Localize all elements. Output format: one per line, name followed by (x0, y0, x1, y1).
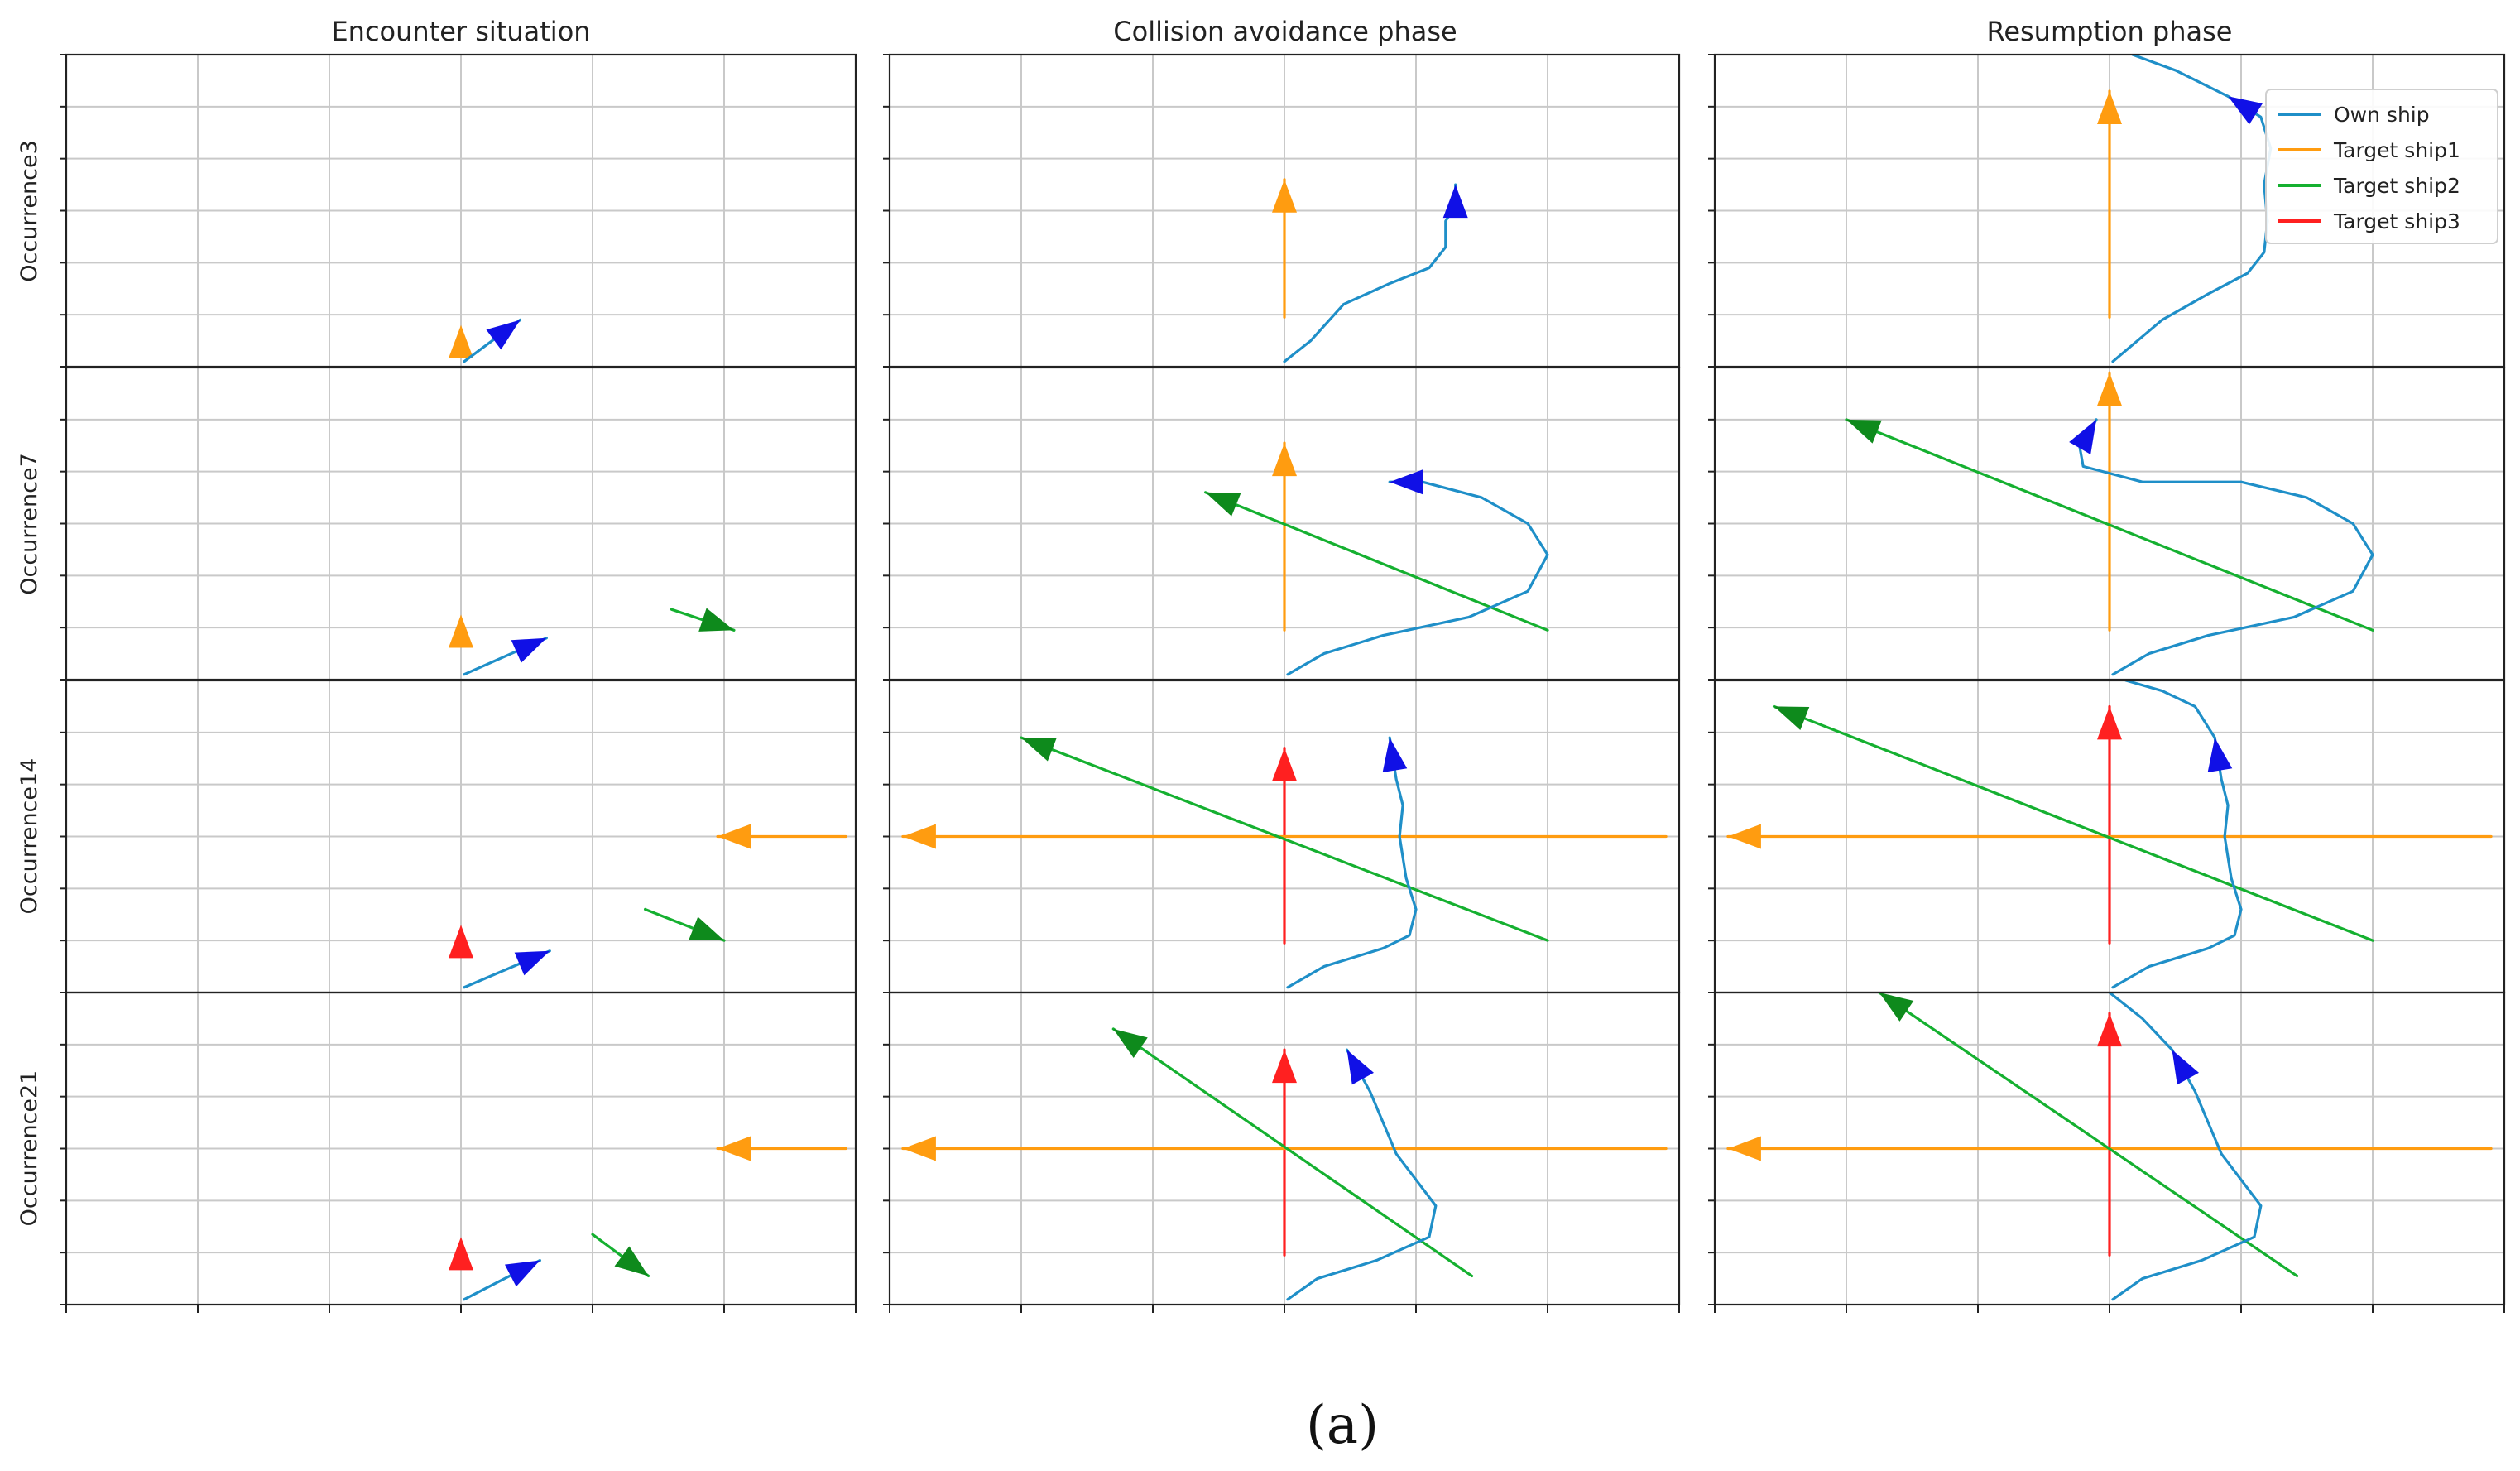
target-ship2-trajectory (1845, 418, 2374, 632)
legend-box (2265, 89, 2498, 244)
target-ship1-heading-arrow (449, 324, 473, 358)
series-group (1726, 680, 2493, 989)
own-ship-heading-arrow (1382, 738, 1408, 772)
panel-r3-c1 (883, 991, 1681, 1313)
series-group (1272, 178, 1468, 363)
target-ship1-heading-arrow (902, 824, 936, 849)
target-ship2-trajectory (1878, 993, 2299, 1278)
own-ship-trajectory (2111, 1048, 2263, 1301)
target-ship1-heading-arrow (1727, 1136, 1761, 1161)
own-ship-trajectory (2078, 418, 2374, 676)
own-ship-heading-arrow (2172, 1050, 2200, 1085)
series-group (449, 318, 522, 363)
panel-r3-c0 (60, 991, 857, 1313)
own-ship-trajectory (1286, 736, 1418, 989)
row-label-occurrence3: Occurrence3 (17, 140, 42, 282)
target-ship1-heading-arrow (1272, 179, 1297, 213)
target-ship2-heading-arrow (1879, 993, 1914, 1022)
grid (66, 55, 856, 367)
series-group (449, 1136, 847, 1301)
own-ship-heading-arrow (486, 320, 521, 350)
legend-label-target-ship2: Target ship2 (2333, 174, 2460, 198)
row-label-occurrence7: Occurrence7 (17, 453, 42, 595)
target-ship1-heading-arrow (902, 1136, 936, 1161)
target-ship2-heading-arrow (1113, 1028, 1148, 1059)
own-ship-trajectory (2108, 993, 2174, 1051)
target-ship2-heading-arrow (1774, 706, 1810, 730)
target-ship2-heading-arrow (614, 1246, 649, 1276)
target-ship1-heading-arrow (718, 824, 751, 849)
column-title-resumption: Resumption phase (1987, 16, 2233, 47)
series-group (1726, 993, 2493, 1301)
grid (66, 993, 856, 1305)
own-ship-heading-arrow (2228, 96, 2263, 125)
panel-r1-c1 (883, 366, 1681, 681)
target-ship3-heading-arrow (1272, 748, 1297, 781)
row-label-occurrence21: Occurrence21 (17, 1070, 42, 1227)
legend: Own ship Target ship1 Target ship2 Target s… (2265, 89, 2498, 244)
own-ship-heading-arrow (1390, 469, 1423, 495)
target-ship1-heading-arrow (2097, 90, 2122, 124)
target-ship3-heading-arrow (449, 925, 473, 959)
legend-label-target-ship3: Target ship3 (2333, 209, 2460, 233)
target-ship2-heading-arrow (689, 916, 724, 941)
series-group (449, 608, 736, 676)
target-ship2-trajectory (1772, 704, 2374, 942)
target-ship1-heading-arrow (1272, 443, 1297, 477)
column-titles: Encounter situation Collision avoidance … (331, 16, 2232, 47)
target-ship2-trajectory (1020, 736, 1549, 942)
legend-label-own-ship: Own ship (2334, 103, 2430, 127)
figure-caption: (a) (1306, 1395, 1379, 1456)
target-ship1-heading-arrow (449, 614, 473, 648)
series-group (1845, 371, 2374, 676)
row-label-occurrence14: Occurrence14 (17, 758, 42, 915)
own-ship-trajectory (2111, 94, 2273, 363)
panel-r0-c0 (60, 53, 857, 368)
own-ship-heading-arrow (1442, 185, 1468, 219)
target-ship2-heading-arrow (1846, 419, 1882, 444)
panel-r1-c2 (1708, 366, 2506, 681)
target-ship3-heading-arrow (449, 1237, 473, 1271)
own-ship-trajectory (2124, 680, 2216, 739)
panel-r2-c0 (60, 679, 857, 994)
target-ship3-heading-arrow (1272, 1050, 1297, 1084)
panel-r1-c0 (60, 366, 857, 681)
panel-r2-c1 (883, 679, 1681, 994)
target-ship3-heading-arrow (2097, 1013, 2122, 1047)
target-ship3-heading-arrow (2097, 706, 2122, 740)
own-ship-trajectory (2111, 736, 2243, 989)
own-ship-heading-arrow (514, 950, 550, 976)
own-ship-trajectory (1286, 1048, 1438, 1301)
target-ship2-heading-arrow (698, 608, 734, 632)
series-group (1203, 441, 1549, 676)
own-ship-heading-arrow (511, 637, 547, 663)
target-ship2-heading-arrow (1021, 738, 1057, 762)
own-ship-heading-arrow (2069, 419, 2097, 454)
target-ship1-heading-arrow (1727, 824, 1761, 849)
row-labels: Occurrence3 Occurrence7 Occurrence14 Occ… (17, 140, 42, 1226)
own-ship-trajectory (1286, 480, 1549, 676)
series-group (901, 736, 1668, 989)
panel-r0-c1 (883, 53, 1681, 368)
target-ship1-heading-arrow (718, 1136, 751, 1161)
panels (60, 53, 2506, 1313)
series-group (901, 1027, 1668, 1301)
column-title-collision-avoidance: Collision avoidance phase (1113, 16, 1457, 47)
panel-r2-c2 (1708, 679, 2506, 994)
target-ship2-trajectory (1203, 491, 1549, 632)
legend-label-target-ship1: Target ship1 (2333, 138, 2460, 162)
own-ship-heading-arrow (504, 1260, 540, 1287)
column-title-encounter: Encounter situation (331, 16, 590, 47)
target-ship2-trajectory (1111, 1027, 1474, 1278)
target-ship1-heading-arrow (2097, 373, 2122, 406)
target-ship2-heading-arrow (1205, 492, 1241, 517)
own-ship-trajectory (2131, 55, 2230, 98)
own-ship-heading-arrow (2207, 738, 2233, 772)
own-ship-heading-arrow (1346, 1050, 1375, 1085)
series-group (449, 824, 847, 989)
panel-r3-c2 (1708, 991, 2506, 1313)
